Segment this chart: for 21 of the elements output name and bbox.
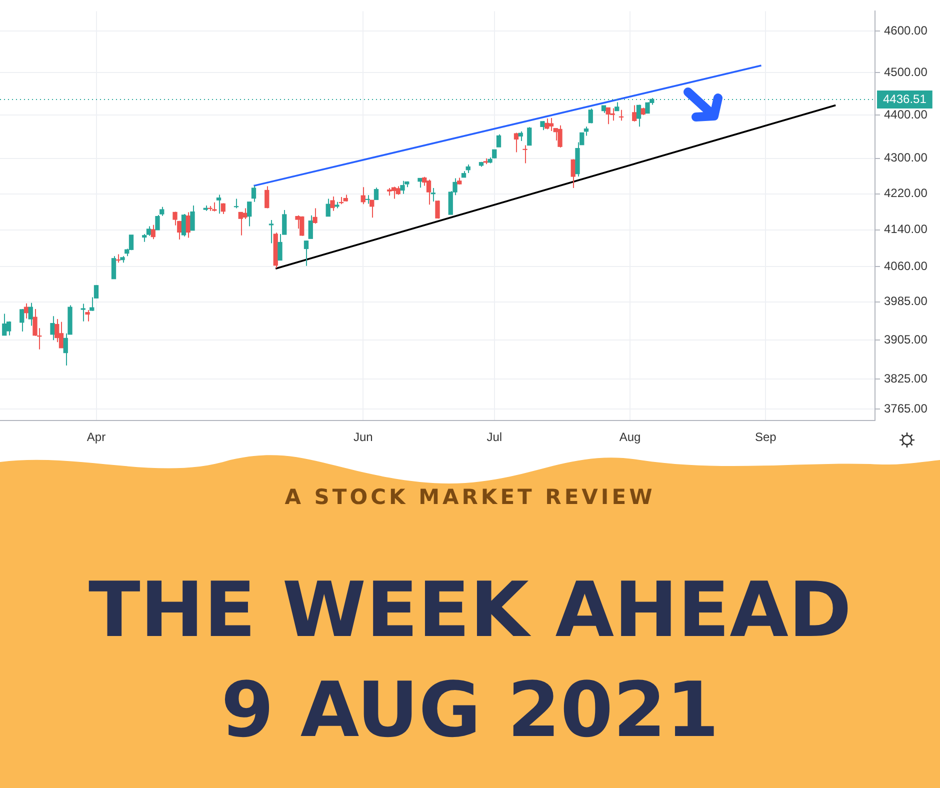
x-tick-label: Apr bbox=[86, 430, 106, 444]
y-tick-label: 4220.00 bbox=[884, 186, 928, 200]
y-tick-label: 4500.00 bbox=[884, 64, 928, 79]
x-tick-label: Sep bbox=[754, 430, 777, 444]
y-tick-label: 3825.00 bbox=[884, 372, 928, 386]
y-tick-label: 4140.00 bbox=[884, 222, 928, 236]
candlestick bbox=[268, 219, 274, 244]
text: A STOCK MARKET REVIEW bbox=[284, 485, 656, 509]
y-tick-label: 4300.00 bbox=[884, 150, 928, 165]
candlestick bbox=[80, 303, 86, 322]
y-tick-label: 3985.00 bbox=[884, 294, 928, 308]
ref-line-label: 4436.51 bbox=[883, 92, 927, 106]
x-tick-label: Jul bbox=[486, 430, 502, 444]
y-tick-label: 4600.00 bbox=[884, 24, 928, 38]
text: THE WEEK AHEAD 9 AUG 2021 bbox=[87, 564, 853, 756]
x-tick-label: Jun bbox=[353, 430, 373, 444]
x-tick-label: Aug bbox=[619, 430, 641, 444]
y-tick-label: 3765.00 bbox=[884, 401, 928, 416]
y-tick-label: 4400.00 bbox=[884, 107, 928, 122]
y-tick-label: 3905.00 bbox=[884, 332, 928, 346]
y-tick-label: 4060.00 bbox=[884, 259, 928, 274]
